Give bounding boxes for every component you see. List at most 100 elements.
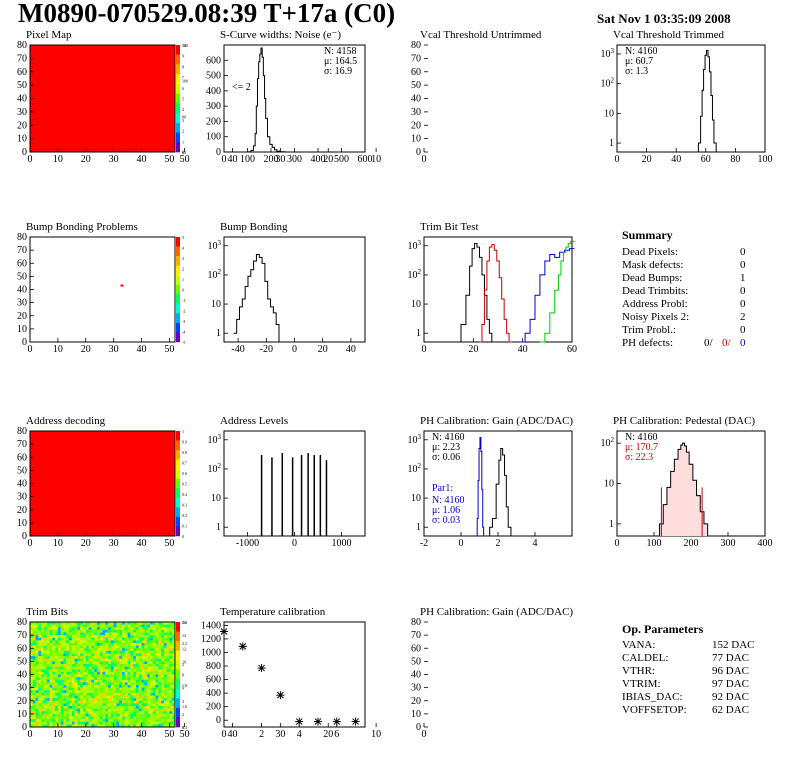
scurve_noise-title: S-Curve widths: Noise (e⁻) xyxy=(220,29,341,41)
pixel_map-xtick-label: 50 xyxy=(164,154,174,165)
vcal_untrimmed-ztick: 60 xyxy=(182,150,186,155)
trim_bits-ztick: 12 xyxy=(182,646,186,651)
bump_bonding-xtick-label: 20 xyxy=(318,344,328,355)
pixel_map-cells xyxy=(30,45,175,152)
address_decoding-chart: Address decoding 0 0.1 0.2 0.3 0.4 0.5 0.6 0.7 0.… xyxy=(17,415,187,549)
temperature_calibration-xtick-label: 2 xyxy=(259,729,264,740)
ph_gain-xtick-label: -2 xyxy=(420,538,428,549)
scurve_noise-ytick-label: 300 xyxy=(206,101,221,112)
bump_bonding-chart: Bump Bonding -40 -20 0 20 40 1 10 102 103 xyxy=(208,221,366,355)
ph_gain-title: PH Calibration: Gain (ADC/DAC) xyxy=(420,415,573,427)
bump_bonding_problems-xtick-label: 40 xyxy=(137,344,147,355)
address_levels-ytick-label: 102 xyxy=(208,462,222,475)
vcal_untrimmed-ytick-label: 10 xyxy=(411,134,421,145)
pixel_map-ytick-label: 60 xyxy=(17,67,27,78)
bump_bonding-title: Bump Bonding xyxy=(220,221,288,233)
ph_gain-chart: PH Calibration: Gain (ADC/DAC) -2 0 2 4 1 10 10… xyxy=(408,415,574,549)
address_decoding-xtick-label: 30 xyxy=(109,538,119,549)
scurve_noise-annotation: <= 2 xyxy=(232,82,251,93)
bump_bonding_problems-ztick: 2 xyxy=(182,267,184,272)
ph_gain_map-xtick-label: 50 xyxy=(180,729,190,740)
pixel_map-ytick-label: 70 xyxy=(17,53,27,64)
vcal_untrimmed-xtick-label: 10 xyxy=(371,154,381,165)
op-param-value: 77 DAC xyxy=(712,652,749,664)
temperature_calibration-title: Temperature calibration xyxy=(220,606,326,618)
op-param-label: VANA: xyxy=(622,639,656,651)
trim_bits-ytick-label: 60 xyxy=(17,643,27,654)
ph_gain_map-ytick-label: 30 xyxy=(411,683,421,694)
address_levels-title: Address Levels xyxy=(220,415,288,427)
scurve_noise-series-0 xyxy=(246,47,289,153)
ph_gain_map-ytick-label: 60 xyxy=(411,643,421,654)
scurve_noise-ytick-label: 500 xyxy=(206,71,221,82)
trim_bits-ytick-label: 30 xyxy=(17,683,27,694)
address_decoding-ztick: 0.1 xyxy=(182,524,187,529)
address_decoding-ytick-label: 0 xyxy=(22,531,27,542)
trim_bits-xtick-label: 10 xyxy=(53,729,63,740)
ph_gain_map-ytick-label: 20 xyxy=(411,696,421,707)
bump_bonding-xtick-label: -40 xyxy=(231,344,244,355)
address_decoding-ytick-label: 50 xyxy=(17,465,27,476)
pixel_map-ztick: 2 xyxy=(182,129,184,134)
vcal_untrimmed-xtick-label: 0 xyxy=(422,154,427,165)
summary-value: 0 xyxy=(740,298,746,310)
ph_gain_map-xtick-label: 40 xyxy=(227,729,237,740)
pixel_map-ytick-label: 40 xyxy=(17,94,27,105)
trim_bits-xtick-label: 20 xyxy=(81,729,91,740)
temperature_calibration-ytick-label: 800 xyxy=(206,661,221,672)
bump_bonding-ytick-label: 102 xyxy=(208,268,222,281)
ph_gain_map-xtick-label: 10 xyxy=(371,729,381,740)
bump_bonding-xtick-label: -20 xyxy=(260,344,273,355)
address_decoding-ytick-label: 70 xyxy=(17,439,27,450)
address_decoding-xtick-label: 10 xyxy=(53,538,63,549)
trim_bits-ytick-label: 0 xyxy=(22,722,27,733)
ph_gain-series-0 xyxy=(487,448,514,537)
trim_bit_test-ytick-label: 10 xyxy=(411,299,421,310)
bump_bonding_problems-xtick-label: 10 xyxy=(53,344,63,355)
ph_gain_map-chart: PH Calibration: Gain (ADC/DAC) 1.4 1.6 1.8 2… xyxy=(176,606,573,740)
trim_bits-ztick: 4 xyxy=(182,699,184,704)
op-param-label: VTRIM: xyxy=(622,678,661,690)
vcal_trimmed-ytick-label: 102 xyxy=(601,77,615,90)
ph_gain_map-ztick: 2.2 xyxy=(182,641,187,646)
vcal_untrimmed-title: Vcal Threshold Untrimmed xyxy=(420,29,542,41)
bump_bonding_problems-xtick-label: 50 xyxy=(164,344,174,355)
vcal_untrimmed-ytick-label: 50 xyxy=(411,80,421,91)
ph_gain-stat2-label: Par1: xyxy=(432,483,453,494)
bump_bonding_problems-ztick: -4 xyxy=(182,330,185,335)
trim_bits-cells xyxy=(30,622,176,728)
trim_bits-title: Trim Bits xyxy=(26,606,68,618)
op-param-label: VOFFSETOP: xyxy=(622,704,687,716)
vcal_untrimmed-ztick: 100 xyxy=(182,79,188,84)
trim_bit_test-title: Trim Bit Test xyxy=(420,221,479,233)
address_decoding-ytick-label: 30 xyxy=(17,492,27,503)
ph-defects-v1: 0/ xyxy=(704,337,713,349)
address_decoding-ytick-label: 80 xyxy=(17,426,27,437)
vcal_untrimmed-xtick-label: 40 xyxy=(227,154,237,165)
ph_gain_map-ztick: 1.4 xyxy=(182,725,187,730)
pixel_map-xtick-label: 30 xyxy=(109,154,119,165)
address_levels-xtick-label: 1000 xyxy=(332,538,352,549)
trim_bits-ztick: 6 xyxy=(182,686,184,691)
address_decoding-ytick-label: 10 xyxy=(17,518,27,529)
pixel_map-xtick-label: 40 xyxy=(137,154,147,165)
ph_gain_map-ytick-label: 70 xyxy=(411,630,421,641)
pixel_map-ztick: 0 xyxy=(182,150,184,155)
trim_bit_test-series-0 xyxy=(456,242,496,343)
bump_bonding_problems-ztick: 0 xyxy=(182,288,184,293)
temperature_calibration-point xyxy=(295,717,304,726)
summary-label: Address Probl: xyxy=(622,298,688,310)
vcal_untrimmed-ytick-label: 30 xyxy=(411,107,421,118)
pixel_map-ztick: 3 xyxy=(182,118,184,123)
scurve_noise-ytick-label: 600 xyxy=(206,55,221,66)
ph_gain-ytick-label: 103 xyxy=(408,433,422,446)
vcal_trimmed-xtick-label: 80 xyxy=(730,154,740,165)
ph_pedestal-ytick-label: 102 xyxy=(601,436,615,449)
ph_gain-ytick-label: 1 xyxy=(416,522,421,533)
summary-value: 0 xyxy=(740,259,746,271)
pixel_map-ytick-label: 0 xyxy=(22,147,27,158)
vcal_trimmed-xtick-label: 40 xyxy=(671,154,681,165)
